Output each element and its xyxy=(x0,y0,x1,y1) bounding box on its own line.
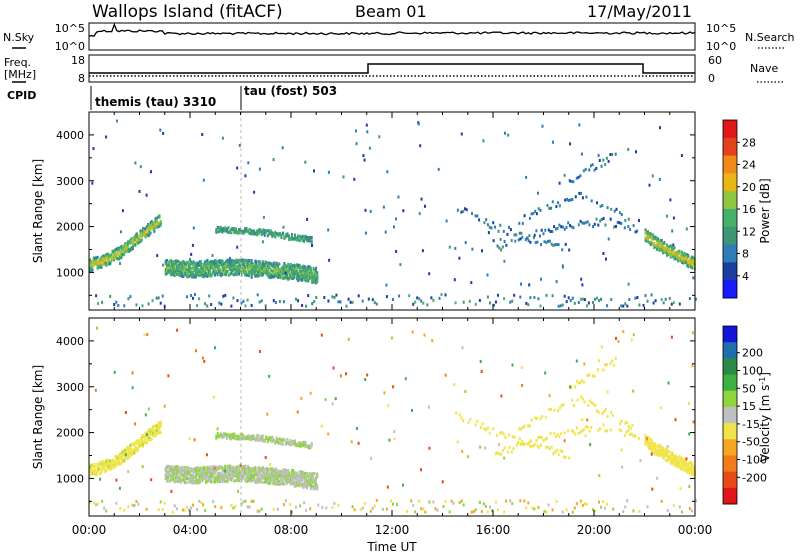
y-tick-label: 3000 xyxy=(56,381,84,394)
nsearch-tick-top: 10^5 xyxy=(706,22,736,35)
colorbar-swatch xyxy=(723,280,737,299)
y-tick-label: 2000 xyxy=(56,221,84,234)
colorbar-tick-label: 4 xyxy=(742,270,749,283)
power-ylabel: Slant Range [km] xyxy=(31,159,45,263)
nsky-trace xyxy=(88,22,696,38)
velocity-panel: 4000 3000 2000 1000 Slant Range [km] 200 100… xyxy=(31,317,773,517)
colorbar-swatch xyxy=(723,155,737,174)
colorbar-tick-label: 200 xyxy=(742,347,763,360)
colorbar-tick-label: 12 xyxy=(742,225,756,238)
colorbar-swatch xyxy=(723,455,737,473)
colorbar-swatch xyxy=(723,471,737,489)
colorbar-tick-label: 24 xyxy=(742,159,756,172)
colorbar-swatch xyxy=(723,326,737,343)
x-axis-title: Time UT xyxy=(366,540,417,554)
colorbar-tick-label: 50 xyxy=(742,382,756,395)
cpid-label: CPID xyxy=(7,89,36,102)
colorbar-tick-label: 8 xyxy=(742,248,749,261)
y-tick-label: 1000 xyxy=(56,472,84,485)
colorbar-tick-label: 16 xyxy=(742,203,756,216)
colorbar-swatch xyxy=(723,487,737,505)
colorbar-tick-label: -200 xyxy=(742,471,767,484)
x-axis-labels: 00:00 04:00 08:00 12:00 16:00 20:00 00:00 xyxy=(72,523,713,537)
power-y-axis: 4000 3000 2000 1000 xyxy=(56,111,695,296)
x-tick-label: 20:00 xyxy=(577,523,612,537)
x-tick-label: 12:00 xyxy=(375,523,410,537)
cpid-mode-2: tau (fost) 503 xyxy=(244,84,337,98)
nave-label: Nave xyxy=(750,62,778,75)
beam-label: Beam 01 xyxy=(355,2,427,21)
nsky-tick-top: 10^5 xyxy=(55,22,85,35)
freq-label: Freq. xyxy=(4,56,31,69)
freq-tick-top: 18 xyxy=(71,54,85,67)
nsky-panel: N.Sky 10^5 10^0 10^5 10^0 N.Search xyxy=(3,22,795,53)
colorbar-swatch xyxy=(723,262,737,281)
colorbar-swatch xyxy=(723,423,737,440)
colorbar-swatch xyxy=(723,137,737,157)
colorbar-tick-label: -15 xyxy=(742,418,760,431)
colorbar-swatch xyxy=(723,439,737,456)
freq-unit: [MHz] xyxy=(4,68,36,81)
x-tick-label: 00:00 xyxy=(678,523,713,537)
colorbar-swatch xyxy=(723,342,737,359)
velocity-y-axis: 4000 3000 2000 1000 xyxy=(56,317,695,502)
cpid-panel: CPID themis (tau) 3310 tau (fost) 503 xyxy=(7,84,337,110)
colorbar-swatch xyxy=(723,209,737,228)
colorbar-tick-label: 100 xyxy=(742,365,763,378)
station-title: Wallops Island (fitACF) xyxy=(92,2,283,22)
freq-tick-bottom: 8 xyxy=(78,72,85,85)
colorbar-swatch xyxy=(723,244,737,263)
colorbar-tick-label: -50 xyxy=(742,436,760,449)
x-tick-label: 08:00 xyxy=(274,523,309,537)
colorbar-tick-label: -100 xyxy=(742,454,767,467)
nsearch-label: N.Search xyxy=(745,31,795,44)
x-tick-label: 00:00 xyxy=(72,523,107,537)
y-tick-label: 2000 xyxy=(56,427,84,440)
power-x-ticks xyxy=(88,112,696,310)
colorbar-swatch xyxy=(723,226,737,246)
nave-tick-top: 60 xyxy=(708,54,722,67)
nsky-label: N.Sky xyxy=(3,31,35,44)
power-colorbar: 28 24 20 16 12 8 4 xyxy=(722,119,756,299)
y-tick-label: 4000 xyxy=(56,335,84,348)
colorbar-swatch xyxy=(723,358,737,376)
y-tick-label: 1000 xyxy=(56,266,84,279)
velocity-colorbar-label: Velocity [m s-1] xyxy=(758,372,773,462)
colorbar-swatch xyxy=(723,390,737,408)
colorbar-swatch xyxy=(723,120,737,139)
power-panel: 4000 3000 2000 1000 Slant Range [km] 28 24 20… xyxy=(31,111,772,311)
velocity-x-ticks xyxy=(88,318,696,516)
power-scatter-cells xyxy=(89,119,697,308)
x-tick-label: 16:00 xyxy=(476,523,511,537)
y-tick-label: 4000 xyxy=(56,129,84,142)
velocity-colorbar: 200 100 50 15 -15 -50 -100 -200 xyxy=(722,325,767,505)
colorbar-swatch xyxy=(723,191,737,210)
x-tick-label: 04:00 xyxy=(173,523,208,537)
velocity-ylabel: Slant Range [km] xyxy=(31,365,45,469)
power-colorbar-label: Power [dB] xyxy=(758,178,772,243)
nsky-tick-bottom: 10^0 xyxy=(55,40,85,53)
nave-tick-bottom: 0 xyxy=(708,72,715,85)
colorbar-swatch xyxy=(723,173,737,192)
freq-panel: Freq. [MHz] 18 8 60 0 Nave xyxy=(4,54,783,85)
colorbar-swatch xyxy=(723,374,737,392)
y-tick-label: 3000 xyxy=(56,175,84,188)
date-label: 17/May/2011 xyxy=(587,2,692,21)
colorbar-tick-label: 20 xyxy=(742,181,756,194)
colorbar-swatch xyxy=(723,406,737,424)
nsearch-tick-bottom: 10^0 xyxy=(706,40,736,53)
cpid-mode-1: themis (tau) 3310 xyxy=(95,95,216,109)
freq-trace xyxy=(89,63,695,74)
colorbar-tick-label: 15 xyxy=(742,400,756,413)
colorbar-tick-label: 28 xyxy=(742,136,756,149)
